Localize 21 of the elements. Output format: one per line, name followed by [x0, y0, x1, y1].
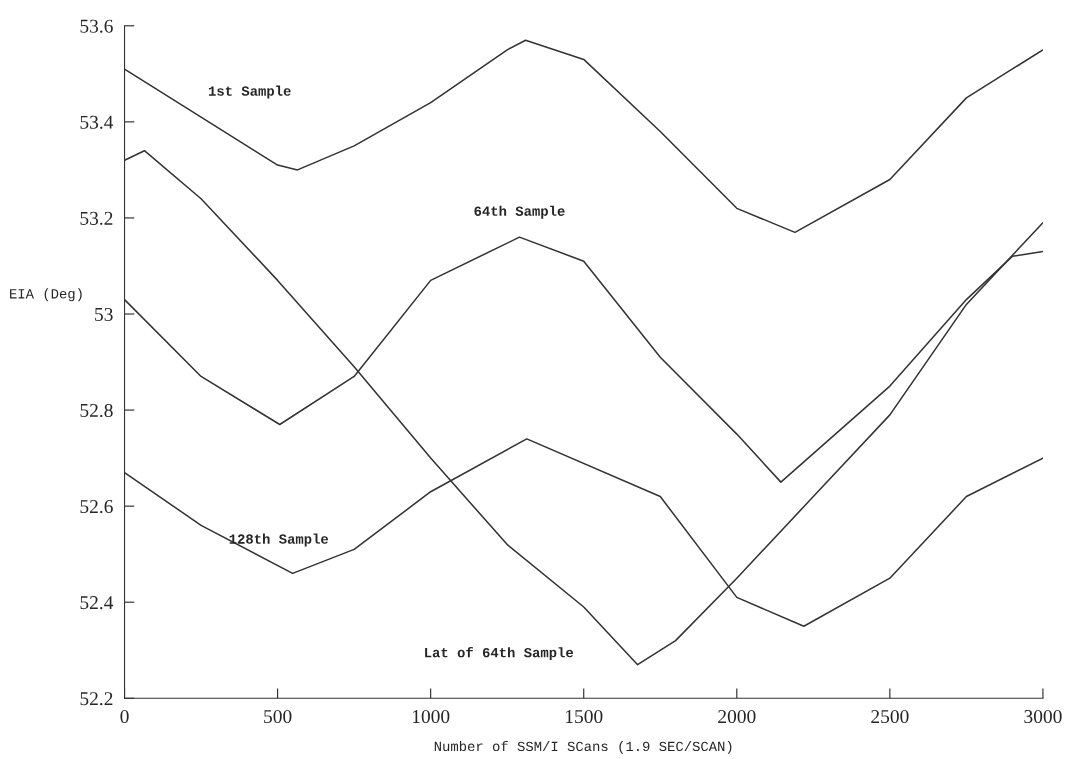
y-tick-label: 53.4: [80, 115, 114, 129]
series-label: 1st Sample: [208, 85, 291, 99]
series-label: 128th Sample: [229, 533, 329, 547]
y-tick-label: 52.2: [80, 692, 113, 706]
y-tick-label: 53.2: [80, 211, 113, 225]
y-tick-label: 53.6: [80, 19, 113, 33]
y-tick-label: 52.6: [80, 500, 113, 514]
x-tick-label: 2000: [718, 709, 756, 724]
x-tick-label: 500: [264, 709, 292, 724]
x-axis-title: Number of SSM/I SCans (1.9 SEC/SCAN): [434, 740, 732, 754]
x-tick-label: 0: [120, 709, 129, 724]
x-tick-label: 3000: [1024, 709, 1062, 724]
y-axis-title: EIA (Deg): [10, 288, 82, 302]
x-tick-label: 2500: [871, 709, 909, 724]
series-label: 64th Sample: [474, 205, 565, 219]
x-tick-label: 1000: [412, 709, 450, 724]
y-tick-label: 53: [95, 307, 113, 321]
x-tick-label: 1500: [566, 709, 603, 724]
y-tick-label: 52.8: [80, 403, 113, 418]
text: Lat of 64th Sample: [425, 646, 574, 661]
y-tick-label: 52.4: [80, 596, 114, 610]
